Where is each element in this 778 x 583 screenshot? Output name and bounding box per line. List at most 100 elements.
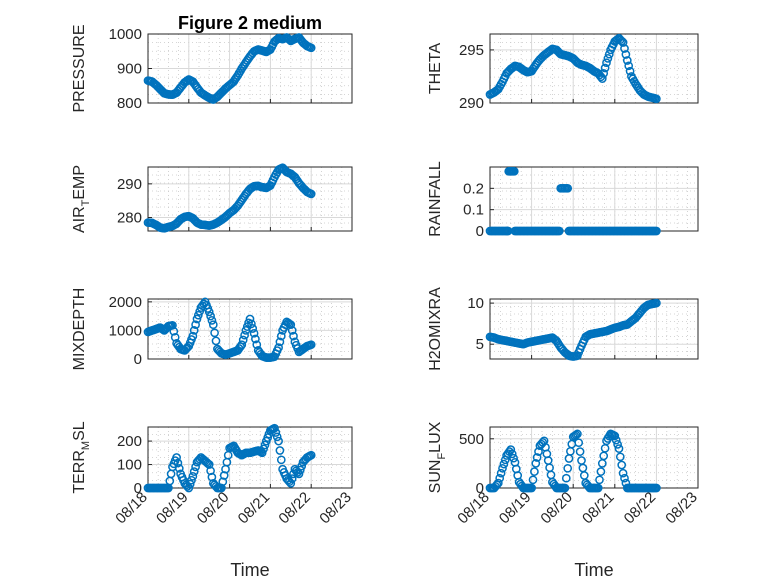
data-point — [652, 483, 661, 493]
y-tick-label: 295 — [459, 42, 484, 59]
data-point — [306, 340, 316, 350]
data-point — [193, 310, 203, 320]
data-point — [560, 483, 570, 493]
data-point — [289, 331, 298, 341]
subplot-sun-flux: 0 500 08/18 08/19 08/20 08/21 08/22 08/23 Time SU… — [427, 421, 701, 580]
data-point — [527, 483, 536, 493]
grid — [489, 167, 699, 232]
data-point — [600, 443, 610, 453]
series-markers — [143, 297, 316, 362]
data-point — [207, 316, 217, 325]
data-point — [204, 307, 214, 317]
data-point — [287, 326, 297, 335]
data-point — [620, 44, 629, 53]
data-point — [240, 330, 249, 340]
subplot-terr-msl: 0 100 200 08/18 08/19 08/20 08/21 08/22 08/23 Tim… — [71, 421, 355, 580]
data-point — [604, 49, 614, 59]
data-point — [618, 468, 628, 478]
y-tick-label: 0 — [476, 223, 484, 240]
data-point — [614, 444, 624, 453]
data-point — [247, 319, 256, 329]
data-point — [577, 456, 586, 465]
x-axis-label: Time — [574, 560, 613, 580]
data-point — [270, 423, 279, 433]
data-point — [203, 459, 213, 468]
y-tick-label: 1000 — [109, 26, 142, 43]
data-point — [530, 467, 539, 476]
data-point — [191, 320, 200, 330]
x-tick-label: 08/22 — [621, 489, 660, 528]
y-tick-label: 100 — [117, 457, 142, 474]
y-tick-label: 0.2 — [463, 180, 484, 197]
subplot-h2omixra: 5 10 H2OMIXRA — [427, 287, 699, 371]
data-point — [306, 43, 316, 53]
data-point — [575, 447, 585, 456]
data-point — [622, 56, 632, 65]
data-point — [567, 439, 577, 449]
y-tick-label: 0.1 — [463, 202, 484, 219]
data-point — [563, 463, 573, 473]
data-point — [603, 54, 613, 63]
data-point — [218, 477, 228, 487]
data-point — [595, 475, 604, 485]
x-tick-label: 08/21 — [579, 489, 618, 528]
data-point — [173, 458, 183, 468]
data-point — [306, 189, 316, 199]
data-point — [238, 335, 248, 345]
y-axis-label: MIXDEPTH — [71, 288, 88, 371]
x-tick-label: 08/23 — [316, 489, 355, 528]
subplot-air-temp: 280 290 AIRTEMP — [71, 163, 353, 233]
series-markers — [143, 33, 316, 104]
series-markers — [485, 33, 661, 104]
chart-title: Figure 2 medium — [178, 13, 322, 33]
data-point — [295, 465, 305, 475]
data-point — [495, 473, 505, 483]
data-point — [168, 320, 177, 330]
data-point — [260, 440, 270, 450]
data-point — [272, 432, 282, 442]
data-point — [187, 475, 196, 485]
data-point — [531, 459, 541, 468]
axes-box — [147, 426, 353, 489]
data-point — [276, 331, 286, 341]
data-point — [306, 450, 316, 460]
data-point — [532, 453, 542, 462]
y-tick-label: 0 — [134, 351, 142, 368]
axes-box — [489, 298, 699, 360]
data-point — [166, 469, 176, 479]
y-tick-label: 5 — [476, 336, 484, 353]
data-point — [617, 36, 627, 46]
data-point — [506, 445, 516, 454]
data-point — [625, 66, 635, 76]
data-point — [251, 334, 260, 344]
x-tick-label: 08/18 — [454, 489, 493, 528]
data-point — [184, 483, 194, 493]
data-point — [652, 94, 661, 104]
data-point — [185, 479, 195, 489]
data-point — [271, 428, 281, 437]
series-markers — [143, 163, 316, 233]
data-point — [257, 448, 267, 458]
data-point — [563, 183, 573, 193]
data-point — [274, 436, 283, 446]
data-point — [624, 61, 634, 71]
grid — [489, 299, 699, 359]
data-point — [596, 467, 606, 476]
axes-box — [147, 166, 353, 232]
data-point — [169, 326, 179, 336]
data-point — [579, 471, 589, 480]
x-tick-label: 08/18 — [112, 489, 151, 528]
subplot-theta: 290 295 THETA — [427, 33, 699, 112]
y-tick-label: 290 — [459, 95, 484, 112]
data-point — [573, 429, 582, 439]
y-tick-label: 0 — [134, 480, 142, 497]
data-point — [571, 430, 581, 440]
x-tick-label: 08/19 — [153, 489, 192, 528]
data-point — [618, 38, 628, 47]
x-axis-label: Time — [230, 560, 269, 580]
data-point — [174, 464, 184, 473]
data-point — [613, 440, 622, 449]
series-markers — [485, 298, 661, 361]
data-point — [564, 454, 574, 463]
